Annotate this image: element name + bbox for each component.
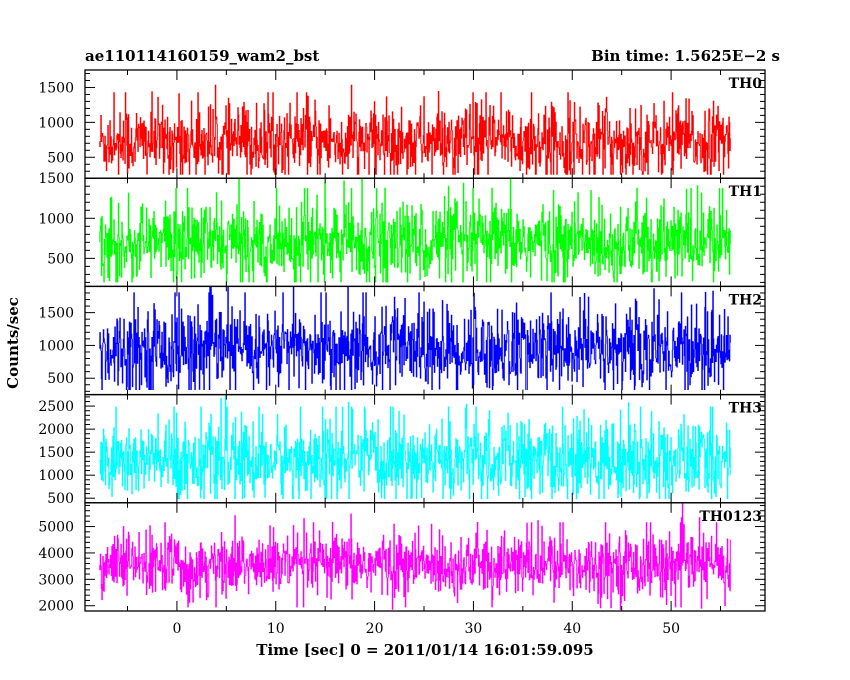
- x-tick-label: 40: [563, 621, 581, 637]
- y-tick-label: 2000: [38, 599, 74, 615]
- y-tick-label: 3000: [38, 572, 74, 588]
- y-tick-label: 1500: [38, 171, 74, 187]
- y-tick-label: 2000: [38, 422, 74, 438]
- y-tick-label: 1000: [38, 211, 74, 227]
- x-axis-label: Time [sec] 0 = 2011/01/14 16:01:59.095: [256, 641, 593, 659]
- series-line-th3: [99, 394, 731, 500]
- chart-title-left: ae110114160159_wam2_bst: [85, 47, 319, 65]
- x-tick-label: 30: [465, 621, 483, 637]
- y-tick-label: 5000: [38, 520, 74, 536]
- y-tick-label: 2500: [38, 399, 74, 415]
- x-tick-label: 10: [267, 621, 285, 637]
- panels-group: 500 1000 1500 TH0 500 1000 1500 TH1 500 1000 1500 T…: [38, 69, 766, 615]
- chart-title-right: Bin time: 1.5625E−2 s: [591, 47, 780, 65]
- y-tick-label: 1000: [38, 115, 74, 131]
- y-tick-label: 500: [47, 371, 74, 387]
- panel-th3: 500 1000 1500 2000 2500 TH3: [38, 393, 766, 507]
- panel-label: TH2: [729, 292, 762, 308]
- x-tick-label: 50: [662, 621, 680, 637]
- y-tick-label: 500: [47, 491, 74, 507]
- panel-th1: 500 1000 1500 TH1: [38, 171, 766, 288]
- series-line-th2: [99, 286, 731, 390]
- y-tick-label: 1500: [38, 80, 74, 96]
- series-line-th0: [99, 84, 731, 175]
- panel-th2: 500 1000 1500 TH2: [38, 285, 766, 396]
- x-axis: 0 10 20 30 40 50: [172, 621, 680, 637]
- panel-label: TH3: [729, 401, 762, 417]
- y-axis-label: Counts/sec: [4, 297, 22, 389]
- panel-label: TH0123: [699, 509, 762, 525]
- y-tick-label: 1000: [38, 338, 74, 354]
- y-tick-label: 500: [47, 150, 74, 166]
- panel-th0123: 2000 3000 4000 5000 TH0123: [38, 502, 766, 615]
- y-tick-label: 500: [47, 251, 74, 267]
- y-tick-label: 4000: [38, 546, 74, 562]
- x-tick-label: 0: [172, 621, 181, 637]
- y-tick-label: 1000: [38, 468, 74, 484]
- x-tick-label: 20: [366, 621, 384, 637]
- panel-label: TH0: [729, 76, 763, 92]
- panel-th0: 500 1000 1500 TH0: [38, 69, 766, 179]
- series-line-th0123: [99, 502, 731, 610]
- y-tick-label: 1500: [38, 445, 74, 461]
- series-line-th1: [99, 178, 731, 283]
- y-tick-label: 1500: [38, 306, 74, 322]
- panel-frame: [84, 502, 766, 612]
- panel-label: TH1: [729, 184, 762, 200]
